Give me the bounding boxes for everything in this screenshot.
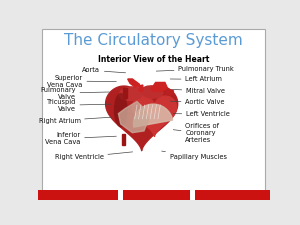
Polygon shape <box>132 96 176 137</box>
Text: Orifices of
Coronary
Arteries: Orifices of Coronary Arteries <box>173 123 219 143</box>
Polygon shape <box>134 104 173 127</box>
Polygon shape <box>122 134 125 145</box>
Text: Papillary Muscles: Papillary Muscles <box>162 151 226 160</box>
Text: Right Atrium: Right Atrium <box>38 117 112 124</box>
Text: Pulmonary
Valve: Pulmonary Valve <box>40 87 109 100</box>
Polygon shape <box>128 79 143 91</box>
Ellipse shape <box>118 86 144 101</box>
Text: Interior View of the Heart: Interior View of the Heart <box>98 55 209 64</box>
Polygon shape <box>118 101 148 133</box>
Bar <box>190 190 195 200</box>
Polygon shape <box>151 82 167 91</box>
Polygon shape <box>123 88 127 98</box>
Text: Aorta: Aorta <box>82 67 126 73</box>
Text: Superior
Vena Cava: Superior Vena Cava <box>47 74 116 88</box>
Text: Mitral Valve: Mitral Valve <box>171 88 225 94</box>
Text: Left Ventricle: Left Ventricle <box>173 111 230 117</box>
Ellipse shape <box>165 89 174 93</box>
Text: The Circulatory System: The Circulatory System <box>64 33 243 48</box>
Text: Tricuspid
Valve: Tricuspid Valve <box>46 99 112 112</box>
Text: Pulmonary Trunk: Pulmonary Trunk <box>156 66 234 72</box>
FancyBboxPatch shape <box>42 29 266 191</box>
Ellipse shape <box>165 92 174 96</box>
Text: Left Atrium: Left Atrium <box>170 76 222 82</box>
Text: Aortic Valve: Aortic Valve <box>170 99 225 105</box>
Text: Inferior
Vena Cava: Inferior Vena Cava <box>45 132 116 145</box>
Ellipse shape <box>114 93 128 128</box>
Ellipse shape <box>141 85 164 99</box>
Text: Right Ventricle: Right Ventricle <box>55 152 133 160</box>
Polygon shape <box>106 86 178 151</box>
Bar <box>118 190 123 200</box>
Bar <box>38 190 270 200</box>
